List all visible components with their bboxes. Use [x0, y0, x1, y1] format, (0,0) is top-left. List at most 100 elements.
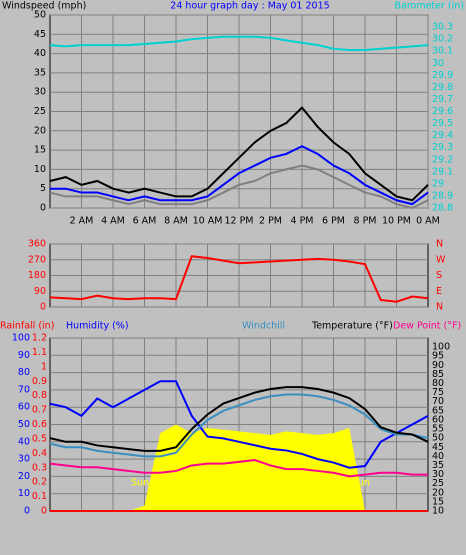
line	[49, 255, 429, 303]
y-tick-label: 29.7	[432, 94, 453, 105]
y-tick-label: 10	[432, 506, 444, 517]
y-tick-label: E	[436, 286, 442, 297]
y-tick-label: 0.3	[32, 462, 47, 473]
x-tick-label: 0 AM	[416, 216, 440, 227]
y-tick-label: 0.4	[32, 448, 47, 459]
y-tick-label: 65	[432, 405, 444, 416]
y-tick-label: 60	[432, 414, 444, 425]
y-tick-label: 30.2	[432, 34, 453, 45]
y-tick-label: 30.3	[432, 22, 453, 33]
y-tick-label: 90	[18, 350, 30, 361]
legend-label: Dew Point (°F)	[393, 321, 461, 332]
y-tick-label: 15	[432, 496, 444, 507]
y-tick-label: 0.6	[32, 419, 47, 430]
y-tick-label: 28.8	[432, 203, 453, 214]
y2-axis-label: Barometer (in)	[394, 1, 464, 12]
y-tick-label: 45	[432, 442, 444, 453]
y-tick-label: 29.2	[432, 154, 453, 165]
line	[49, 164, 429, 210]
y-tick-label: 45	[34, 29, 46, 40]
x-tick-label: 2 AM	[70, 216, 94, 227]
y-tick-label: 29.3	[432, 142, 453, 153]
legend-label: Rainfall (in)	[0, 321, 54, 332]
y-tick-label: 29.6	[432, 106, 453, 117]
y-tick-label: 25	[34, 106, 46, 117]
x-tick-label: 6 AM	[133, 216, 157, 227]
y-tick-label: 10	[34, 164, 46, 175]
line	[49, 393, 429, 458]
y-tick-label: 100	[12, 333, 30, 344]
x-tick-label: 4 AM	[101, 216, 125, 227]
y-tick-label: 40	[432, 451, 444, 462]
x-tick-label: 8 AM	[164, 216, 188, 227]
y-tick-label: 29.8	[432, 82, 453, 93]
chart-title: 24 hour graph day : May 01 2015	[170, 1, 329, 12]
y-tick-label: 20	[18, 471, 30, 482]
x-tick-label: 12 PM	[224, 216, 253, 227]
y-tick-label: 29.1	[432, 166, 453, 177]
line	[49, 106, 429, 202]
x-tick-label: 8 PM	[354, 216, 377, 227]
y-tick-label: 30	[18, 454, 30, 465]
y-tick-label: 270	[28, 254, 46, 265]
y-axis-label: Windspeed (mph)	[2, 1, 86, 12]
line	[49, 386, 429, 452]
y-tick-label: 360	[28, 239, 46, 250]
y-tick-label: 30.1	[432, 46, 453, 57]
y-tick-label: S	[436, 270, 442, 281]
line	[49, 380, 429, 469]
y-tick-label: 30	[432, 58, 444, 69]
y-tick-label: 80	[18, 367, 30, 378]
line	[49, 35, 429, 51]
y-tick-label: 180	[28, 270, 46, 281]
y-tick-label: 40	[34, 48, 46, 59]
legend-label: Humidity (%)	[66, 321, 129, 332]
y-tick-label: N	[436, 302, 443, 313]
x-tick-label: 2 PM	[259, 216, 282, 227]
y-tick-label: 0.5	[32, 433, 47, 444]
y-tick-label: 30	[34, 87, 46, 98]
y-tick-label: 28.9	[432, 190, 453, 201]
y-tick-label: W	[436, 254, 446, 265]
y-tick-label: 1.1	[32, 347, 47, 358]
y-tick-label: 0	[24, 506, 30, 517]
annotation: Sun	[131, 478, 149, 489]
y-tick-label: N	[436, 239, 443, 250]
y-tick-label: 30	[432, 469, 444, 480]
y-tick-label: 29.4	[432, 130, 453, 141]
y-tick-label: 0.7	[32, 405, 47, 416]
y-tick-label: 29	[432, 178, 444, 189]
y-tick-label: 70	[432, 396, 444, 407]
y-tick-label: 0.2	[32, 477, 47, 488]
line	[49, 458, 428, 478]
y-tick-label: 35	[34, 67, 46, 78]
y-tick-label: 10	[18, 488, 30, 499]
y-tick-label: 20	[432, 487, 444, 498]
y-tick-label: 50	[34, 10, 46, 21]
y-tick-label: 15	[34, 145, 46, 156]
y-tick-label: 1	[41, 361, 47, 372]
y-tick-label: 0.1	[32, 491, 47, 502]
y-tick-label: 100	[432, 342, 450, 353]
legend-label: Temperature (°F)	[311, 321, 393, 332]
area	[50, 424, 428, 511]
y-tick-label: 0	[41, 506, 47, 517]
x-tick-label: 6 PM	[322, 216, 345, 227]
y-tick-label: 0	[40, 203, 46, 214]
y-tick-label: 90	[432, 360, 444, 371]
y-tick-label: 75	[432, 387, 444, 398]
y-tick-label: 29.5	[432, 118, 453, 129]
y-tick-label: 40	[18, 436, 30, 447]
y-tick-label: 50	[18, 419, 30, 430]
y-tick-label: 55	[432, 424, 444, 435]
y-tick-label: 95	[432, 351, 444, 362]
y-tick-label: 80	[432, 378, 444, 389]
x-tick-label: 10 PM	[382, 216, 411, 227]
y-tick-label: 70	[18, 384, 30, 395]
y-tick-label: 0.9	[32, 376, 47, 387]
y-tick-label: 85	[432, 369, 444, 380]
y-tick-label: 60	[18, 402, 30, 413]
legend-label: Windchill	[242, 321, 285, 332]
